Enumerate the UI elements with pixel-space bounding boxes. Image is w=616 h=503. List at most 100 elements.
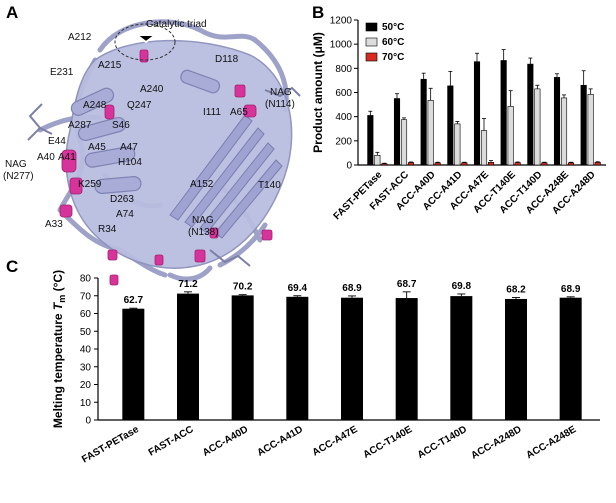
residue-label: NAG: [270, 87, 292, 98]
bar: [434, 162, 441, 166]
bar: [507, 106, 514, 166]
y-tick-label: 600: [335, 88, 352, 99]
y-axis-label: Product amount (μM): [311, 32, 325, 153]
y-tick-label: 1200: [330, 16, 353, 27]
data-label: 69.4: [288, 283, 308, 294]
y-tick-label: 80: [80, 274, 92, 285]
melting-temperature-chart: 0 10 20 30 40 50 60 70 80 Melting temperature Tm …: [51, 270, 600, 466]
y-tick-label: 0: [85, 416, 91, 427]
x-category-label: ACC-A248D: [469, 424, 523, 462]
x-category-label: ACC-A40D: [201, 424, 250, 459]
bar: [461, 162, 468, 166]
data-label: 69.8: [452, 281, 472, 292]
bar: [580, 84, 587, 166]
residue-label: A40: [37, 152, 55, 163]
product-amount-chart: 0 200 400 600 800 1000 1200 Product amount (μM)…: [311, 16, 606, 222]
residue-label: A65: [230, 107, 248, 118]
data-label: 68.9: [342, 283, 362, 294]
bar: [567, 162, 575, 166]
residue-label: D263: [110, 194, 134, 205]
residue-label: S46: [112, 120, 130, 131]
bar: [407, 162, 415, 166]
residue-label: (N114): [265, 99, 295, 110]
residue-label: (N138): [188, 227, 219, 238]
x-category-label: FAST-PETase: [80, 424, 141, 466]
y-axis-label: Melting temperature Tm (°C): [51, 270, 67, 428]
bar: [427, 100, 434, 166]
data-label: 62.7: [124, 295, 144, 306]
y-axis-label-symbol: T: [51, 301, 65, 310]
y-tick-label: 400: [335, 112, 352, 123]
bar: [594, 162, 601, 166]
residue-labels: A212 A215 E231 D118 A240 A248 Q247 NAG (…: [3, 32, 295, 238]
bar: [393, 98, 401, 166]
bar: [480, 130, 488, 166]
residue-label: A240: [140, 84, 164, 95]
y-tick-label: 50: [80, 327, 92, 338]
bar: [541, 162, 548, 166]
residue-label: A248: [83, 100, 107, 111]
bar: [454, 123, 461, 166]
label-catalytic-triad: Catalytic triad: [146, 19, 207, 30]
residue-label: A41: [58, 152, 76, 163]
residue-label: A215: [98, 60, 122, 71]
residue-label: A74: [116, 209, 134, 220]
legend-label: 50°C: [382, 22, 404, 33]
panel-letter-b: B: [312, 3, 324, 22]
bar: [534, 88, 541, 166]
bar: [553, 77, 561, 166]
y-tick-label: 30: [80, 362, 92, 373]
x-category-label: ACC-A47E: [311, 424, 360, 459]
y-tick-label: 60: [80, 309, 92, 320]
bar: [500, 60, 507, 166]
panel-letter-c: C: [6, 257, 18, 276]
panel-letter-a: A: [6, 3, 18, 22]
bar: [286, 296, 309, 420]
residue-label: (N277): [3, 171, 34, 182]
legend-swatch: [365, 52, 378, 62]
residue-label: H104: [118, 157, 142, 168]
y-axis-label-unit: (°C): [51, 270, 65, 295]
x-category-label: ACC-A248E: [525, 424, 579, 461]
residue-label: D118: [215, 54, 239, 65]
residue-label: A33: [45, 219, 63, 230]
residue-label: K259: [78, 179, 102, 190]
y-axis-label-main: Melting temperature: [51, 310, 65, 428]
residue-label: A47: [120, 142, 138, 153]
bar: [527, 63, 534, 166]
bar: [400, 119, 408, 166]
data-label: 68.2: [506, 285, 526, 296]
residue-label: A212: [68, 32, 92, 43]
x-category-label: ACC-T140D: [416, 424, 469, 461]
residue-label: Q247: [127, 100, 152, 111]
residue-label: R34: [98, 224, 117, 235]
data-label: 71.2: [178, 279, 198, 290]
x-category-label: FAST-ACC: [147, 424, 196, 459]
bar: [514, 162, 521, 166]
y-tick-label: 70: [80, 291, 92, 302]
legend-swatch: [365, 22, 378, 32]
residue-label: NAG: [5, 159, 27, 170]
bar: [587, 94, 594, 166]
legend-swatch: [365, 37, 378, 47]
legend-label: 70°C: [382, 52, 404, 63]
bar: [367, 115, 374, 166]
residue-label: A287: [68, 120, 92, 131]
y-tick-label: 0: [346, 161, 352, 172]
residue-label: I111: [203, 107, 221, 118]
y-tick-label: 800: [335, 64, 352, 75]
data-label: 70.2: [233, 282, 253, 293]
bar: [381, 163, 388, 166]
x-category-label: ACC-T140E: [361, 424, 414, 461]
bar: [374, 155, 381, 166]
residue-label: T140: [258, 180, 281, 191]
y-tick-label: 20: [80, 380, 92, 391]
legend-label: 60°C: [382, 37, 404, 48]
bar: [450, 296, 473, 420]
data-label: 68.7: [397, 279, 417, 290]
residue-label: A45: [88, 142, 106, 153]
bar: [473, 61, 481, 166]
protein-structure-illustration: [27, 19, 301, 286]
bar: [341, 297, 363, 420]
